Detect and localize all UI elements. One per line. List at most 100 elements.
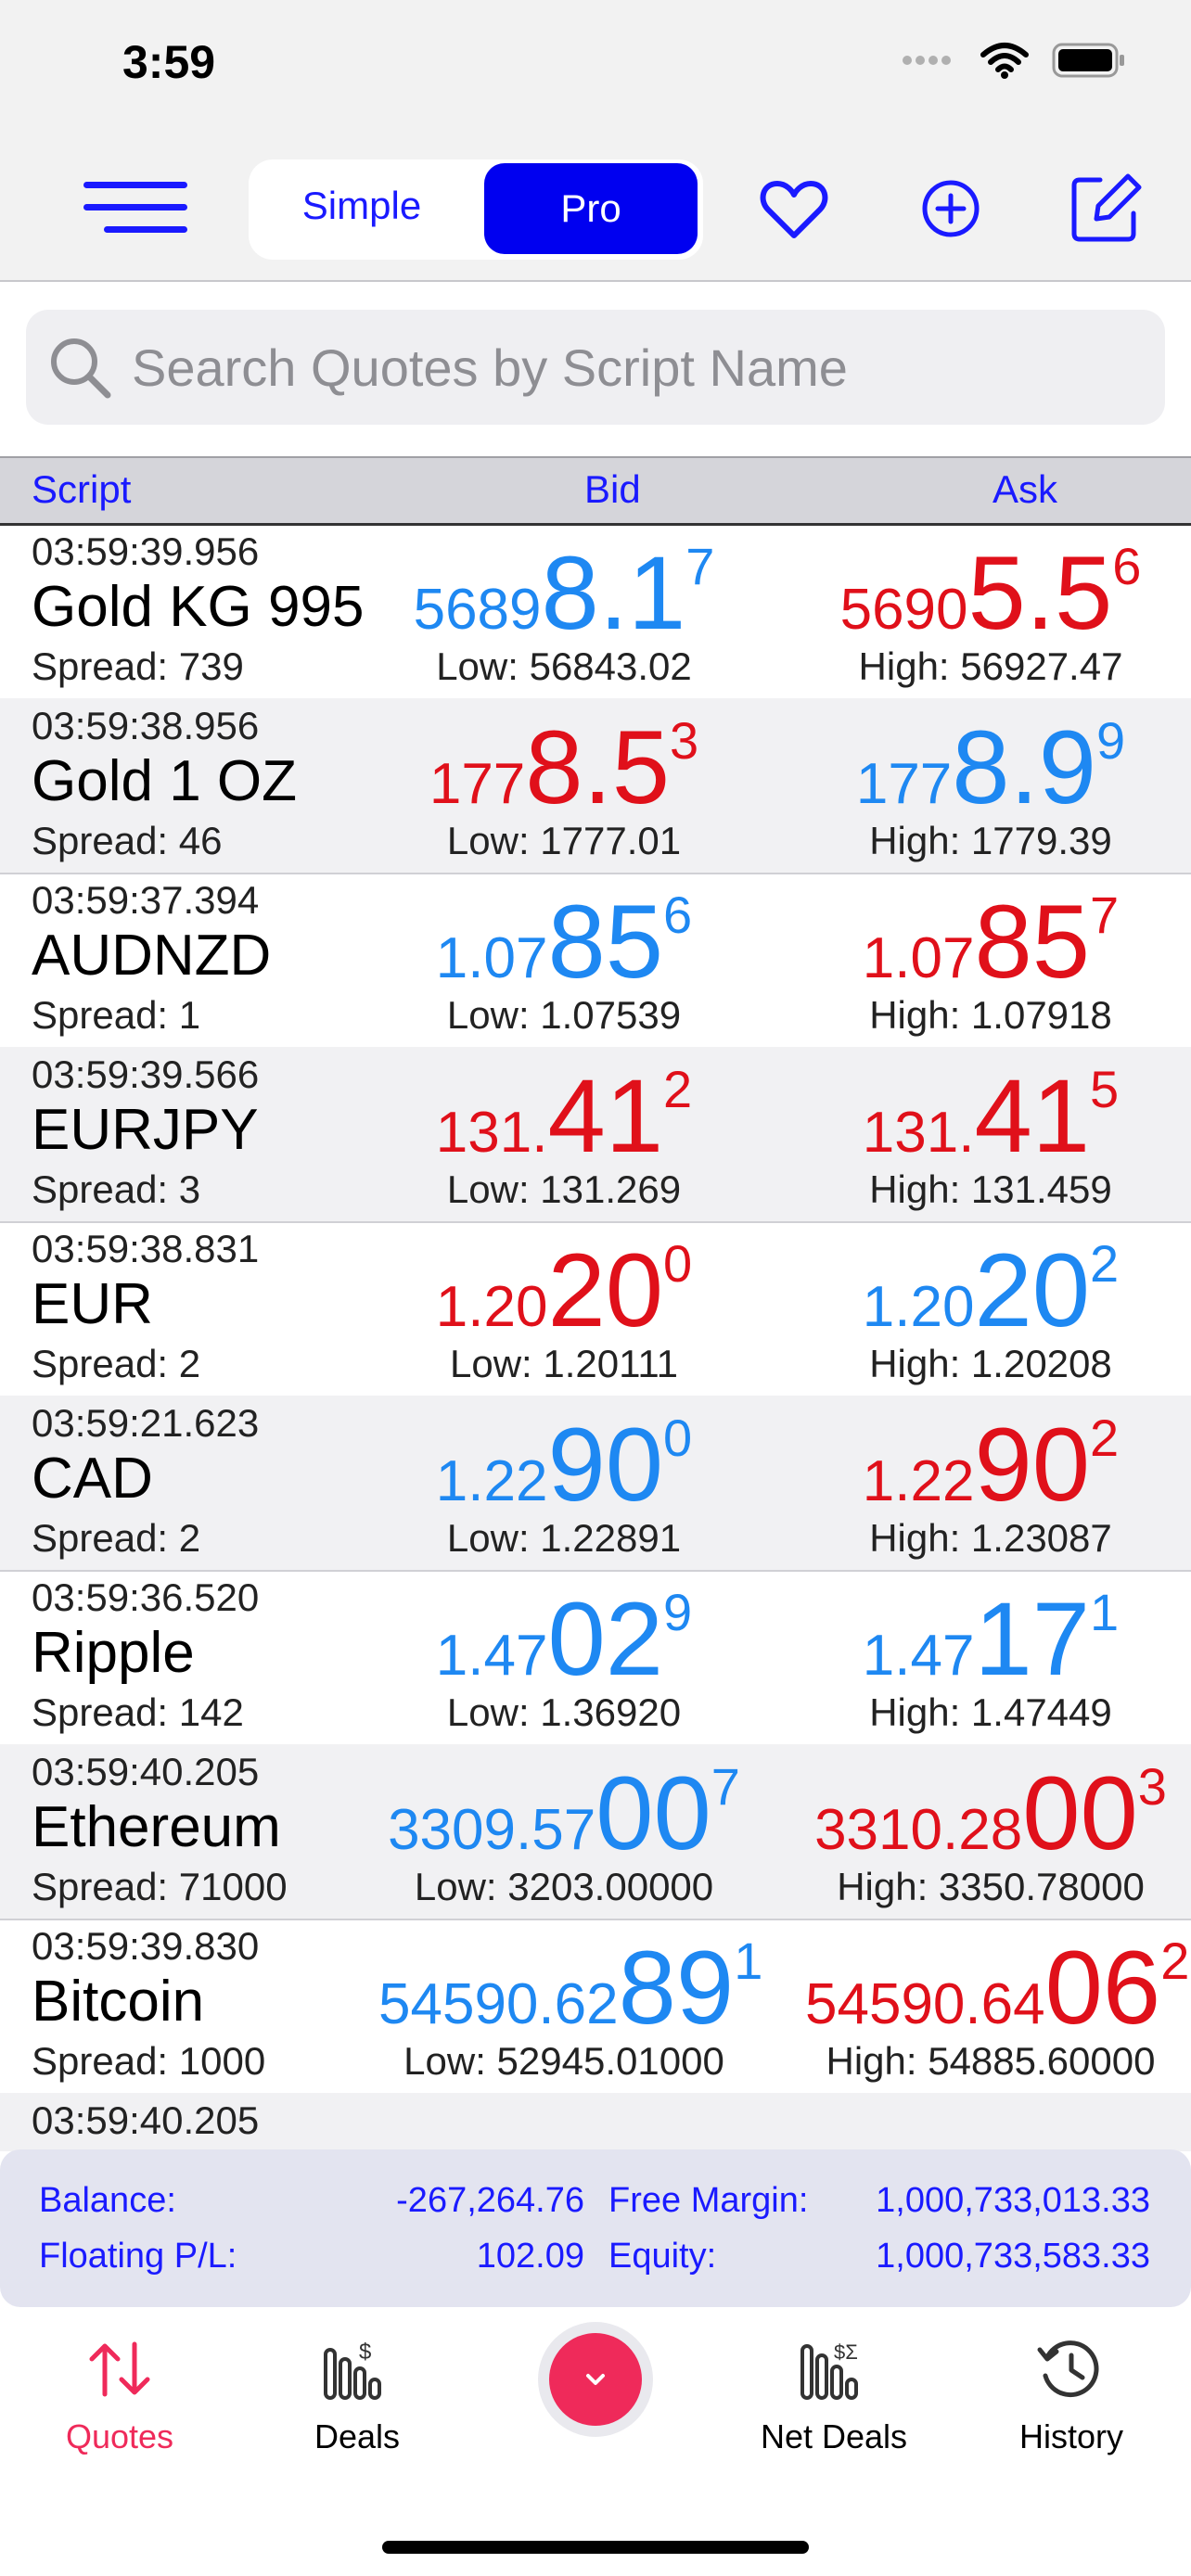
bid-price-pip: 9 <box>663 1583 693 1641</box>
column-bid[interactable]: Bid <box>584 467 641 511</box>
tab-net-deals[interactable]: $Σ Net Deals <box>727 2337 941 2456</box>
ask-price-main: 17 <box>974 1581 1091 1697</box>
bid-price-pip: 7 <box>685 537 715 595</box>
quote-row[interactable]: 03:59:36.520 Ripple Spread: 142 1.47029 1.47… <box>0 1570 1191 1746</box>
ask-price-main: 00 <box>1022 1755 1138 1871</box>
ask-price-prefix: 131. <box>862 1101 975 1165</box>
bid-price-main: 00 <box>596 1755 711 1871</box>
quote-spread: Spread: 1000 <box>32 2039 266 2083</box>
history-icon <box>1037 2340 1099 2398</box>
segment-simple[interactable]: Simple <box>301 184 422 227</box>
menu-icon[interactable] <box>83 182 187 237</box>
column-script[interactable]: Script <box>32 467 132 511</box>
low-value: Low: 1777.01 <box>446 819 682 862</box>
bid-price-prefix: 1.47 <box>435 1624 548 1688</box>
quote-row[interactable]: 03:59:38.831 EUR Spread: 2 1.20200 1.20202 Lo… <box>0 1221 1191 1397</box>
collapse-button[interactable] <box>549 2333 642 2426</box>
bid-price[interactable]: 1.20200 <box>378 1231 749 1350</box>
tab-history-label: History <box>1018 2417 1123 2455</box>
quote-row[interactable]: 03:59:39.956 Gold KG 995 Spread: 739 56898.… <box>0 524 1191 700</box>
tab-quotes-label: Quotes <box>65 2417 174 2455</box>
ask-price-prefix: 1.47 <box>862 1624 975 1688</box>
search-input[interactable] <box>130 326 1135 408</box>
bid-price[interactable]: 3309.57007 <box>378 1753 749 1873</box>
quote-row[interactable]: 03:59:21.623 CAD Spread: 2 1.22900 1.22902 Lo… <box>0 1396 1191 1572</box>
high-value: High: 3350.78000 <box>837 1865 1145 1908</box>
quote-spread: Spread: 46 <box>32 819 223 862</box>
bid-price-pip: 2 <box>663 1060 693 1118</box>
bid-price[interactable]: 56898.17 <box>378 533 749 653</box>
bid-price-prefix: 131. <box>435 1101 548 1165</box>
edit-icon[interactable] <box>1069 171 1143 245</box>
ask-price[interactable]: 1.47171 <box>805 1579 1176 1699</box>
plus-circle-icon[interactable] <box>920 178 981 239</box>
quote-row[interactable]: 03:59:38.956 Gold 1 OZ Spread: 46 1778.53 17… <box>0 698 1191 874</box>
ask-price-main: 5.5 <box>967 535 1113 651</box>
quote-row[interactable]: 03:59:39.566 EURJPY Spread: 3 131.412 131.41… <box>0 1047 1191 1223</box>
ask-price[interactable]: 54590.64062 <box>805 1928 1189 2047</box>
column-ask[interactable]: Ask <box>992 467 1058 511</box>
ask-price-prefix: 177 <box>855 752 953 816</box>
quote-time: 03:59:21.623 <box>32 1401 260 1445</box>
bid-price-pip: 1 <box>734 1932 763 1990</box>
quote-time: 03:59:37.394 <box>32 878 260 922</box>
ask-price[interactable]: 1.22902 <box>805 1405 1176 1524</box>
ask-price-pip: 1 <box>1090 1583 1120 1641</box>
quote-spread: Spread: 142 <box>32 1690 244 1734</box>
heart-icon[interactable] <box>759 174 829 245</box>
account-summary: Balance: -267,264.76 Free Margin: 1,000,… <box>0 2149 1191 2307</box>
ask-price[interactable]: 3310.28003 <box>805 1753 1176 1873</box>
status-time: 3:59 <box>122 36 216 88</box>
high-value: High: 54885.60000 <box>826 2039 1156 2083</box>
ask-price[interactable]: 1.07857 <box>805 882 1176 1001</box>
bid-price[interactable]: 1.22900 <box>378 1405 749 1524</box>
low-value: Low: 3203.00000 <box>414 1865 714 1908</box>
ask-price-prefix: 1.07 <box>862 926 975 990</box>
quote-row[interactable]: 03:59:40.205 <box>0 2093 1191 2151</box>
ask-price-pip: 2 <box>1160 1932 1190 1990</box>
ask-price[interactable]: 1778.99 <box>805 708 1176 827</box>
low-value: Low: 1.22891 <box>446 1516 682 1560</box>
high-value: High: 1.07918 <box>869 993 1112 1037</box>
ask-price-main: 06 <box>1044 1930 1161 2046</box>
bid-price[interactable]: 54590.62891 <box>378 1928 762 2047</box>
bid-price-main: 8.1 <box>541 535 686 651</box>
search-box[interactable] <box>26 310 1165 425</box>
nav-bar: Simple Pro <box>0 139 1191 282</box>
quote-row[interactable]: 03:59:40.205 Ethereum Spread: 71000 3309.57… <box>0 1744 1191 1920</box>
ask-price[interactable]: 56905.56 <box>805 533 1176 653</box>
battery-icon <box>1052 43 1124 78</box>
chevron-down-icon <box>586 2374 605 2385</box>
ask-price-prefix: 3310.28 <box>814 1798 1023 1862</box>
status-bar: 3:59 <box>0 0 1191 139</box>
ask-price[interactable]: 1.20202 <box>805 1231 1176 1350</box>
ask-price-main: 8.9 <box>952 709 1096 825</box>
search-area <box>0 282 1191 456</box>
bid-price-prefix: 54590.62 <box>378 1972 619 2036</box>
tab-net-deals-label: Net Deals <box>760 2417 908 2455</box>
segment-pro[interactable]: Pro <box>484 163 698 254</box>
ask-price[interactable]: 131.415 <box>805 1056 1176 1176</box>
quote-row[interactable]: 03:59:37.394 AUDNZD Spread: 1 1.07856 1.0785… <box>0 873 1191 1049</box>
low-value: Low: 1.36920 <box>446 1690 682 1734</box>
quote-script-name: AUDNZD <box>32 924 272 988</box>
quote-row[interactable]: 03:59:39.830 Bitcoin Spread: 1000 54590.628… <box>0 1919 1191 2095</box>
bid-price[interactable]: 1.07856 <box>378 882 749 1001</box>
signal-icon <box>903 56 951 65</box>
low-value: Low: 1.07539 <box>446 993 682 1037</box>
tab-quotes[interactable]: Quotes <box>13 2337 226 2456</box>
ask-price-prefix: 1.20 <box>862 1275 975 1339</box>
ask-price-pip: 2 <box>1090 1234 1120 1293</box>
bid-price[interactable]: 131.412 <box>378 1056 749 1176</box>
quotes-list[interactable]: 03:59:39.956 Gold KG 995 Spread: 739 56898.… <box>0 524 1191 2151</box>
ask-price-pip: 6 <box>1112 537 1142 595</box>
quote-time: 03:59:39.566 <box>32 1052 260 1096</box>
tab-deals[interactable]: $ Deals <box>250 2337 464 2456</box>
quote-spread: Spread: 2 <box>32 1342 201 1385</box>
bid-price[interactable]: 1.47029 <box>378 1579 749 1699</box>
quote-spread: Spread: 71000 <box>32 1865 288 1908</box>
floating-pl-label: Floating P/L: <box>39 2237 237 2276</box>
bid-price[interactable]: 1778.53 <box>378 708 749 827</box>
tab-history[interactable]: History <box>965 2337 1178 2456</box>
quote-spread: Spread: 3 <box>32 1167 201 1211</box>
